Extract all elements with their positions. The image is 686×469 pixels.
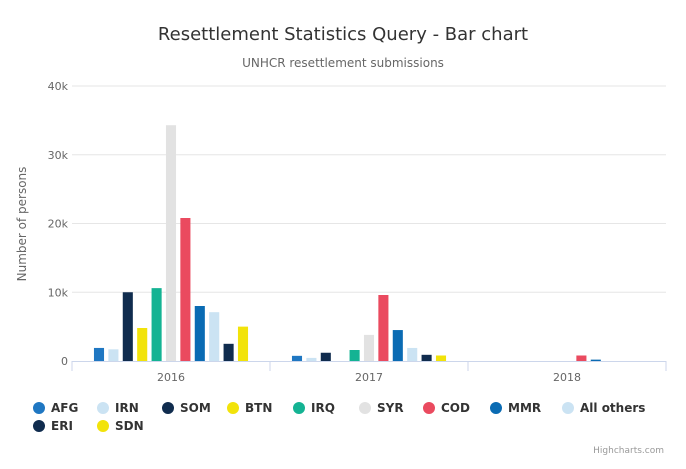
y-axis: 0 10k 20k 30k 40k [48,80,69,368]
legend-circle-icon [97,420,109,432]
legend-circle-icon [162,402,174,414]
legend-label: SOM [180,401,211,415]
legend-label: IRN [115,401,139,415]
legend-circle-icon [33,402,45,414]
bar-mmr-2018[interactable] [590,359,601,362]
legend-circle-icon [33,420,45,432]
legend-item-som[interactable]: SOM [162,401,211,415]
bar-afg-2017[interactable] [291,355,303,361]
legend-item-mmr[interactable]: MMR [490,401,541,415]
legend-circle-icon [359,402,371,414]
bar-irq-2016[interactable] [151,288,162,362]
legend-item-sdn[interactable]: SDN [97,419,144,433]
bar-som-2017[interactable] [320,352,331,361]
bar-som-2016[interactable] [122,292,133,361]
bar-sdn-2017[interactable] [435,355,447,362]
bars [93,125,601,362]
bar-syr-2017[interactable] [363,334,375,362]
chart-subtitle: UNHCR resettlement submissions [242,56,444,70]
legend-circle-icon [490,402,502,414]
bar-cod-2016[interactable] [180,218,191,361]
bar-irn-2017[interactable] [306,357,317,361]
bar-all-others-2017[interactable] [407,347,418,361]
legend-circle-icon [423,402,435,414]
y-tick-label: 40k [48,80,69,93]
bar-eri-2017[interactable] [421,354,432,361]
legend-label: COD [441,401,470,415]
x-tick-label: 2017 [355,371,383,384]
bar-mmr-2016[interactable] [194,306,205,361]
bar-syr-2016[interactable] [165,125,177,361]
legend-label: ERI [51,419,73,433]
legend-label: SYR [377,401,404,415]
legend-item-eri[interactable]: ERI [33,419,73,433]
y-tick-label: 10k [48,286,69,299]
legend-circle-icon [227,402,239,414]
y-tick-label: 20k [48,218,69,231]
legend-label: SDN [115,419,144,433]
legend-circle-icon [97,402,109,414]
x-axis: 2016 2017 2018 [71,361,667,384]
bar-irq-2017[interactable] [349,350,360,361]
legend-item-cod[interactable]: COD [423,401,470,415]
legend-item-all-others[interactable]: All others [562,401,645,415]
bar-cod-2018[interactable] [576,355,587,362]
legend-label: IRQ [311,401,335,415]
y-tick-label: 0 [61,355,68,368]
legend-label: All others [580,401,645,415]
chart-title: Resettlement Statistics Query - Bar char… [158,24,528,45]
bar-irn-2016[interactable] [108,349,119,361]
legend-label: AFG [51,401,78,415]
legend-item-afg[interactable]: AFG [33,401,78,415]
bar-mmr-2017[interactable] [392,330,403,361]
legend-circle-icon [562,402,574,414]
bar-btn-2016[interactable] [137,328,148,361]
x-tick-label: 2016 [157,371,185,384]
legend: AFG IRN SOM BTN IRQ SYR COD MMR All others ERI SDN [33,401,645,433]
bar-afg-2016[interactable] [93,347,105,361]
credits-link[interactable]: Highcharts.com [593,446,664,456]
legend-item-irq[interactable]: IRQ [293,401,335,415]
legend-item-irn[interactable]: IRN [97,401,139,415]
legend-item-syr[interactable]: SYR [359,401,404,415]
y-tick-label: 30k [48,149,69,162]
bar-cod-2017[interactable] [378,295,389,361]
y-axis-title: Number of persons [15,167,29,282]
bar-all-others-2016[interactable] [209,312,220,361]
legend-label: BTN [245,401,272,415]
legend-circle-icon [293,402,305,414]
legend-label: MMR [508,401,541,415]
legend-item-btn[interactable]: BTN [227,401,272,415]
bar-eri-2016[interactable] [223,343,234,361]
x-tick-label: 2018 [553,371,581,384]
bar-sdn-2016[interactable] [237,326,249,362]
